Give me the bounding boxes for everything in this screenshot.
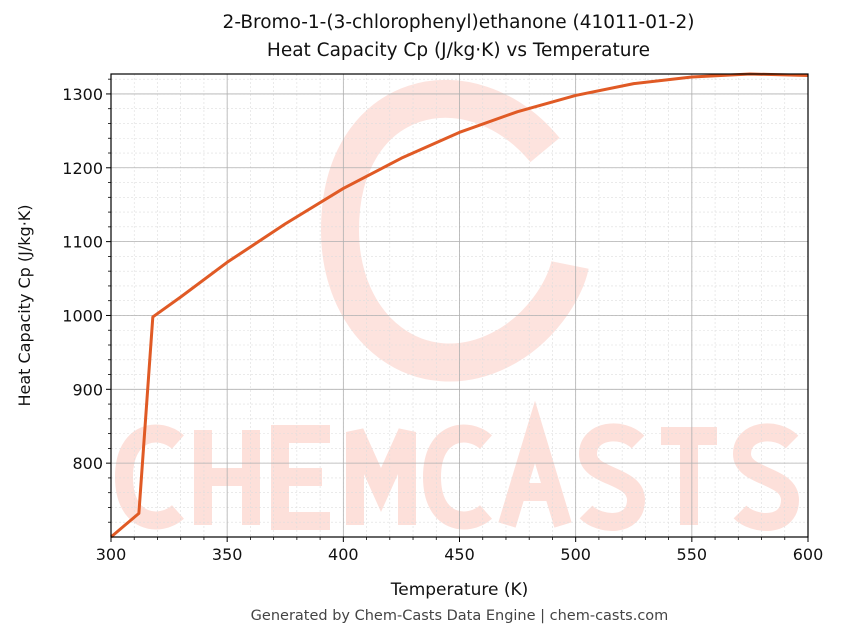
- watermark-letter: [422, 424, 492, 530]
- watermark-letter: [346, 428, 416, 525]
- x-tick-label: 450: [444, 545, 475, 564]
- x-tick-label: 500: [560, 545, 591, 564]
- footer-credit: Generated by Chem-Casts Data Engine | ch…: [250, 608, 669, 624]
- x-tick-label: 300: [96, 545, 127, 564]
- y-tick-label: 1100: [62, 233, 103, 252]
- watermark-letter: [498, 400, 572, 528]
- watermark-letter: [732, 423, 800, 531]
- watermark-letter: [578, 423, 646, 531]
- y-tick-label: 800: [72, 454, 103, 473]
- x-tick-label: 550: [677, 545, 708, 564]
- watermark-letter: [661, 427, 717, 525]
- chart-title: 2-Bromo-1-(3-chlorophenyl)ethanone (4101…: [222, 12, 695, 33]
- x-axis-label: Temperature (K): [390, 580, 529, 600]
- watermark-letter: [271, 425, 330, 530]
- plot-frame: [110, 73, 809, 538]
- y-axis-label: Heat Capacity Cp (J/kg·K): [15, 204, 34, 406]
- series-line: [110, 72, 809, 539]
- x-tick-label: 400: [328, 545, 359, 564]
- y-tick-label: 1200: [62, 159, 103, 178]
- watermark-logo-icon: [320, 79, 589, 382]
- x-tick-label: 600: [793, 545, 824, 564]
- watermark-letter: [114, 424, 184, 530]
- y-tick-label: 1000: [62, 306, 103, 325]
- chart-subtitle: Heat Capacity Cp (J/kg·K) vs Temperature: [266, 40, 651, 61]
- y-tick-label: 1300: [62, 85, 103, 104]
- y-tick-label: 900: [72, 380, 103, 399]
- x-tick-label: 350: [212, 545, 243, 564]
